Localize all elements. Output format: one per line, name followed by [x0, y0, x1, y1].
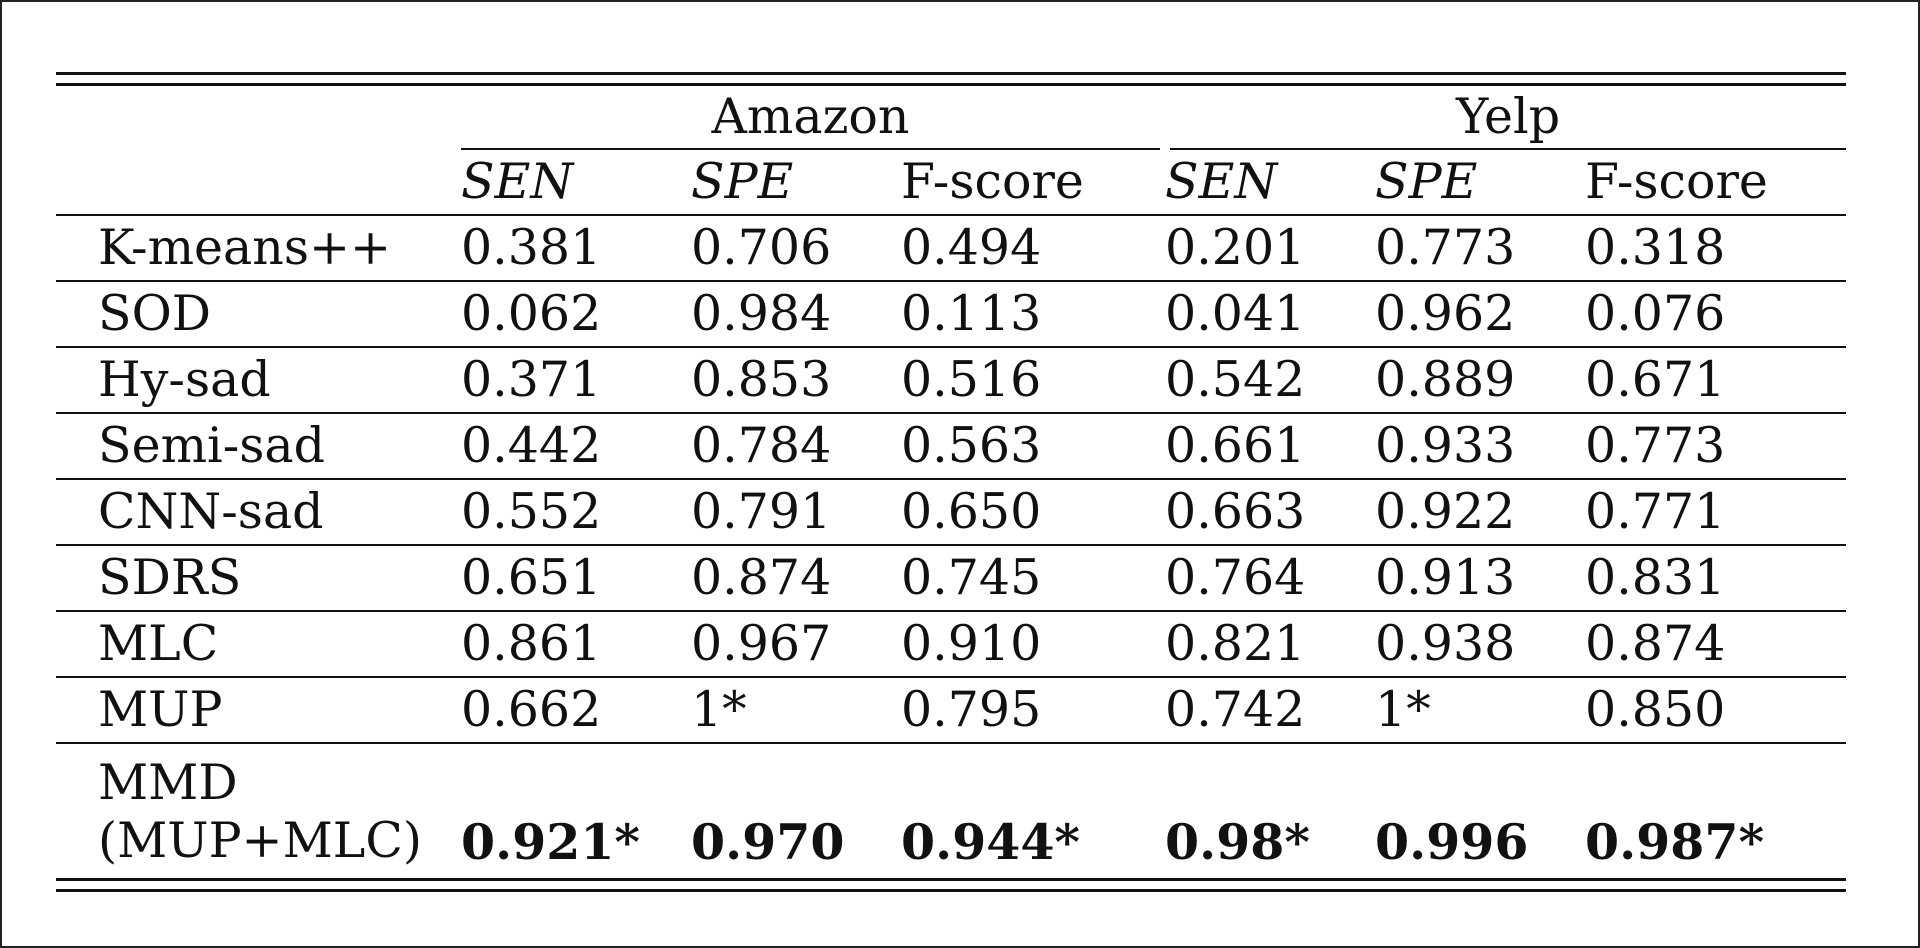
group-header-yelp: Yelp — [1165, 86, 1847, 150]
table-cell: 0.764 — [1165, 545, 1376, 612]
metric-header-yelp-spe: SPE — [1375, 149, 1586, 216]
table-row: SDRS 0.651 0.874 0.745 0.764 0.913 0.831 — [56, 545, 1847, 612]
table-cell: 0.563 — [901, 413, 1166, 480]
table-row: K-means++ 0.381 0.706 0.494 0.201 0.773 … — [56, 215, 1847, 282]
method-name: Semi-sad — [56, 413, 461, 480]
metric-header-amazon-spe: SPE — [691, 149, 901, 216]
table-cell: 0.671 — [1585, 347, 1847, 414]
table-cell: 0.381 — [461, 215, 691, 282]
table-cell: 1* — [691, 677, 901, 744]
table-cell-bold: 0.944* — [901, 813, 1081, 872]
table-row: MUP 0.662 1* 0.795 0.742 1* 0.850 — [56, 677, 1847, 744]
table-cell: 0.791 — [691, 479, 901, 546]
table-cell: 0.967 — [691, 611, 901, 678]
table-cell: 0.494 — [901, 215, 1166, 282]
table-cell: 0.938 — [1375, 611, 1586, 678]
table-cell-bold: 0.996 — [1375, 813, 1529, 872]
table-cell: 0.041 — [1165, 281, 1376, 348]
table-cell: 0.650 — [901, 479, 1166, 546]
table-cell: 0.371 — [461, 347, 691, 414]
method-name-line: MMD — [98, 754, 238, 812]
table-cell: 0.742 — [1165, 677, 1376, 744]
table-cell-bold: 0.970 — [691, 813, 845, 872]
table-cell: 0.773 — [1585, 413, 1847, 480]
table-cell: 0.853 — [691, 347, 901, 414]
table-cell: 0.922 — [1375, 479, 1586, 546]
bottom-double-rule — [56, 878, 1846, 892]
table-cell: 0.821 — [1165, 611, 1376, 678]
table-cell: 0.874 — [1585, 611, 1847, 678]
table-cell: 0.773 — [1375, 215, 1586, 282]
metric-header-amazon-fscore: F-score — [901, 149, 1166, 216]
method-name: K-means++ — [56, 215, 461, 282]
table-cell: 0.861 — [461, 611, 691, 678]
table-cell: 0.771 — [1585, 479, 1847, 546]
table-cell: 0.745 — [901, 545, 1166, 612]
table-cell: 1* — [1375, 677, 1586, 744]
method-name: MLC — [56, 611, 461, 678]
dataset-header-row: Amazon Yelp — [56, 86, 1847, 150]
method-name: SDRS — [56, 545, 461, 612]
results-table-container: Amazon Yelp SEN SPE F-score SEN SPE F-sc… — [56, 72, 1847, 892]
method-name: Hy-sad — [56, 347, 461, 414]
group-header-amazon: Amazon — [461, 86, 1171, 150]
table-cell: 0.516 — [901, 347, 1166, 414]
table-cell: 0.552 — [461, 479, 691, 546]
metric-header-yelp-fscore: F-score — [1585, 149, 1847, 216]
metric-header-row: SEN SPE F-score SEN SPE F-score — [56, 149, 1847, 216]
table-cell-bold: 0.987* — [1585, 813, 1765, 872]
table-cell: 0.831 — [1585, 545, 1847, 612]
table-cell: 0.910 — [901, 611, 1166, 678]
method-name: CNN-sad — [56, 479, 461, 546]
table-cell: 0.318 — [1585, 215, 1847, 282]
table-cell: 0.795 — [901, 677, 1166, 744]
table-cell: 0.442 — [461, 413, 691, 480]
table-row: Semi-sad 0.442 0.784 0.563 0.661 0.933 0… — [56, 413, 1847, 480]
table-row: SOD 0.062 0.984 0.113 0.041 0.962 0.076 — [56, 281, 1847, 348]
metric-header-yelp-sen: SEN — [1165, 149, 1376, 216]
table-cell: 0.661 — [1165, 413, 1376, 480]
table-cell: 0.113 — [901, 281, 1166, 348]
table-cell-bold: 0.921* — [461, 813, 641, 872]
table-cell: 0.874 — [691, 545, 901, 612]
table-cell: 0.962 — [1375, 281, 1586, 348]
metric-corner-cell — [56, 149, 461, 216]
table-cell: 0.889 — [1375, 347, 1586, 414]
table-cell: 0.662 — [461, 677, 691, 744]
table-cell: 0.076 — [1585, 281, 1847, 348]
results-table: Amazon Yelp SEN SPE F-score SEN SPE F-sc… — [56, 86, 1847, 878]
method-name-line: (MUP+MLC) — [98, 812, 422, 870]
table-cell: 0.933 — [1375, 413, 1586, 480]
table-row: Hy-sad 0.371 0.853 0.516 0.542 0.889 0.6… — [56, 347, 1847, 414]
table-cell: 0.913 — [1375, 545, 1586, 612]
table-cell-bold: 0.98* — [1165, 813, 1310, 872]
metric-header-amazon-sen: SEN — [461, 149, 691, 216]
table-cell: 0.542 — [1165, 347, 1376, 414]
method-name: SOD — [56, 281, 461, 348]
table-cell: 0.651 — [461, 545, 691, 612]
top-double-rule — [56, 72, 1846, 86]
table-cell: 0.201 — [1165, 215, 1376, 282]
table-cell: 0.984 — [691, 281, 901, 348]
corner-cell — [56, 86, 461, 149]
table-cell: 0.850 — [1585, 677, 1847, 744]
table-cell: 0.663 — [1165, 479, 1376, 546]
table-row: MLC 0.861 0.967 0.910 0.821 0.938 0.874 — [56, 611, 1847, 678]
method-name-mmd: MMD (MUP+MLC) — [56, 743, 461, 878]
table-row-mmd: MMD (MUP+MLC) 0.921* 0.970 0.944* 0.98* … — [56, 743, 1846, 878]
table-cell: 0.706 — [691, 215, 901, 282]
table-cell: 0.784 — [691, 413, 901, 480]
table-row: CNN-sad 0.552 0.791 0.650 0.663 0.922 0.… — [56, 479, 1847, 546]
method-name: MUP — [56, 677, 461, 744]
table-cell: 0.062 — [461, 281, 691, 348]
